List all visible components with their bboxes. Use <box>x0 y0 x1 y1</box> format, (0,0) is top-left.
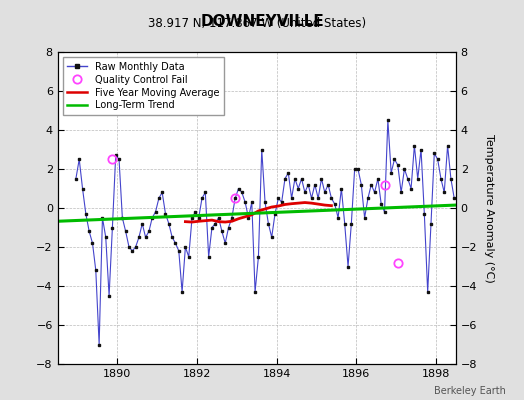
Title: 38.917 N, 117.867 W (United States): 38.917 N, 117.867 W (United States) <box>148 17 366 30</box>
Y-axis label: Temperature Anomaly (°C): Temperature Anomaly (°C) <box>484 134 494 282</box>
Legend: Raw Monthly Data, Quality Control Fail, Five Year Moving Average, Long-Term Tren: Raw Monthly Data, Quality Control Fail, … <box>62 57 224 115</box>
Text: Berkeley Earth: Berkeley Earth <box>434 386 506 396</box>
Text: DOWNEYVILLE: DOWNEYVILLE <box>200 14 324 29</box>
